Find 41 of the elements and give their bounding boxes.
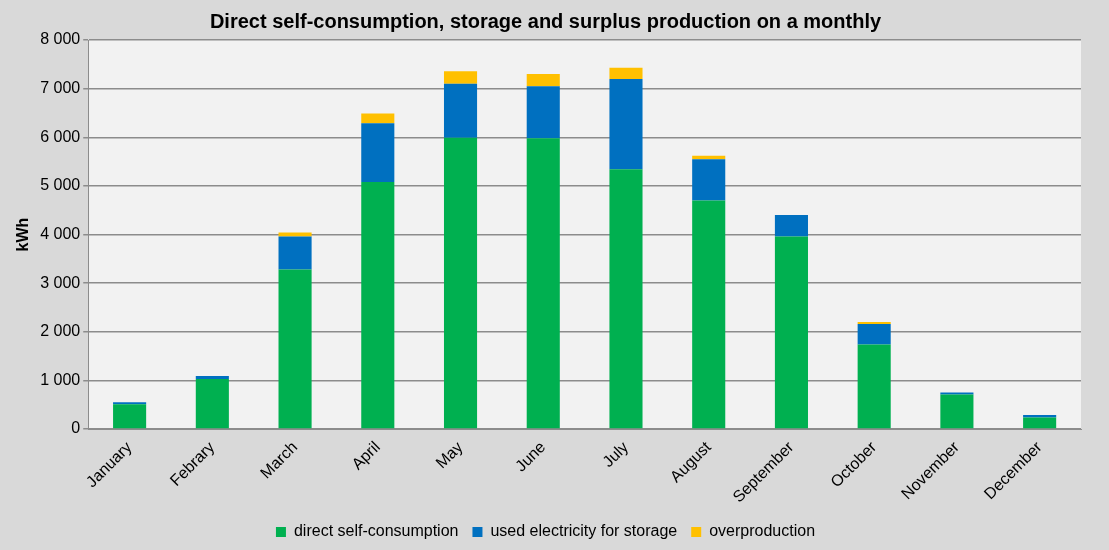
- y-tick-label: 5 000: [40, 176, 81, 194]
- bar: [609, 169, 643, 429]
- bar: [857, 324, 891, 345]
- legend-label: used electricity for storage: [490, 522, 678, 540]
- y-tick-label: 2 000: [40, 322, 81, 340]
- legend-label: direct self-consumption: [293, 522, 459, 540]
- y-tick-label: 7 000: [40, 79, 81, 97]
- bar: [1023, 417, 1057, 429]
- chart-title: Direct self-consumption, storage and surplus production on a monthly: [209, 9, 882, 32]
- bar: [692, 159, 726, 201]
- bar: [361, 113, 395, 124]
- bar: [940, 394, 974, 429]
- y-tick-label: 0: [71, 419, 81, 437]
- bar: [692, 200, 726, 429]
- bar: [278, 236, 312, 270]
- y-tick-label: 6 000: [40, 127, 81, 145]
- y-tick-label: 1 000: [40, 370, 81, 388]
- bar: [278, 269, 312, 429]
- y-tick-label: 4 000: [40, 224, 81, 242]
- bar: [361, 123, 395, 183]
- bar: [857, 344, 891, 429]
- bar: [443, 137, 478, 429]
- bar: [443, 83, 478, 138]
- bar: [526, 74, 560, 87]
- bar: [774, 236, 808, 429]
- y-tick-label: 3 000: [40, 273, 81, 291]
- y-axis-title: kWh: [14, 217, 32, 252]
- bar: [774, 215, 808, 237]
- bar: [195, 378, 229, 429]
- bar: [526, 86, 560, 139]
- bar: [609, 67, 643, 79]
- bar: [113, 404, 147, 429]
- bar: [609, 78, 643, 170]
- x-tick-label: July: [599, 438, 632, 471]
- legend-label: overproduction: [709, 522, 816, 540]
- bar: [361, 182, 395, 429]
- x-tick-label: May: [432, 438, 466, 472]
- bar: [443, 71, 478, 84]
- bar: [195, 376, 229, 379]
- y-tick-label: 8 000: [40, 30, 81, 48]
- bar: [526, 138, 560, 429]
